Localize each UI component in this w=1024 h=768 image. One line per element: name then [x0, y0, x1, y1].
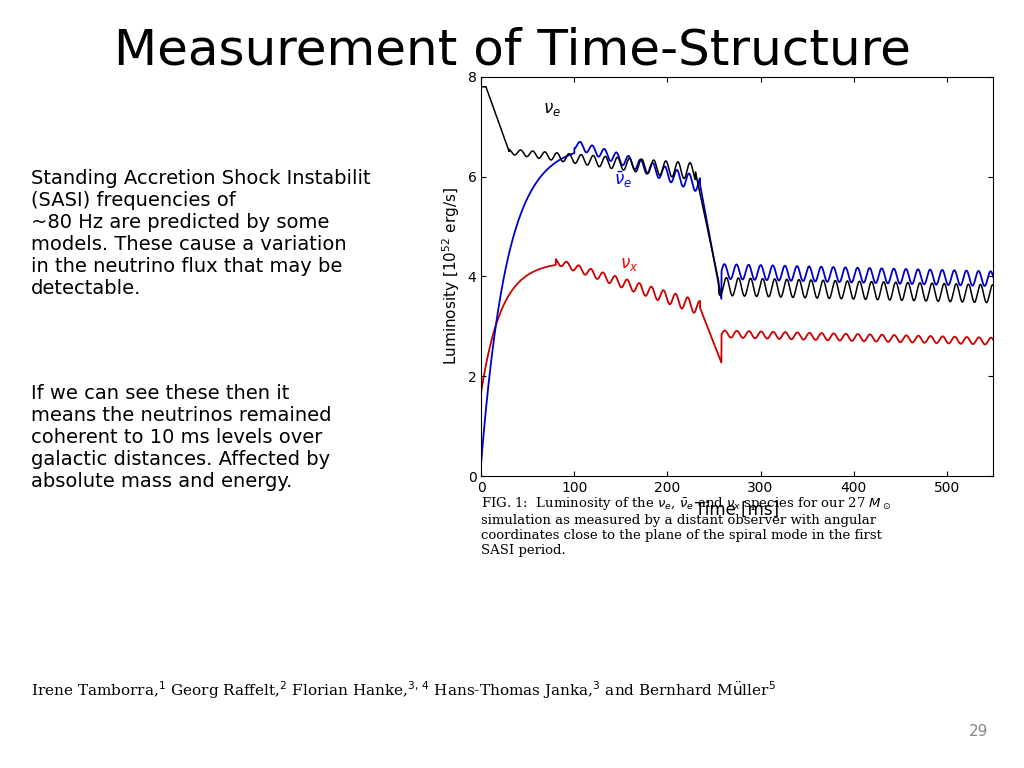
X-axis label: Time [ms]: Time [ms] [695, 501, 779, 518]
Y-axis label: Luminosity [$10^{52}$ erg/s]: Luminosity [$10^{52}$ erg/s] [440, 187, 462, 366]
Text: If we can see these then it
means the neutrinos remained
coherent to 10 ms level: If we can see these then it means the ne… [31, 384, 331, 491]
Text: Standing Accretion Shock Instabilit
(SASI) frequencies of
~80 Hz are predicted b: Standing Accretion Shock Instabilit (SAS… [31, 169, 371, 298]
Text: FIG. 1:  Luminosity of the $\nu_e$, $\bar{\nu}_e$ and $\nu_x$ species for our 27: FIG. 1: Luminosity of the $\nu_e$, $\bar… [481, 495, 891, 558]
Text: $\nu_x$: $\nu_x$ [620, 256, 638, 273]
Text: $\nu_e$: $\nu_e$ [543, 100, 561, 118]
Text: $\bar{\nu}_e$: $\bar{\nu}_e$ [614, 169, 633, 190]
Text: Measurement of Time-Structure: Measurement of Time-Structure [114, 27, 910, 75]
Text: Irene Tamborra,$^{1}$ Georg Raffelt,$^{2}$ Florian Hanke,$^{3,\,4}$ Hans-Thomas : Irene Tamborra,$^{1}$ Georg Raffelt,$^{2… [31, 680, 775, 701]
Text: 29: 29 [969, 723, 988, 739]
